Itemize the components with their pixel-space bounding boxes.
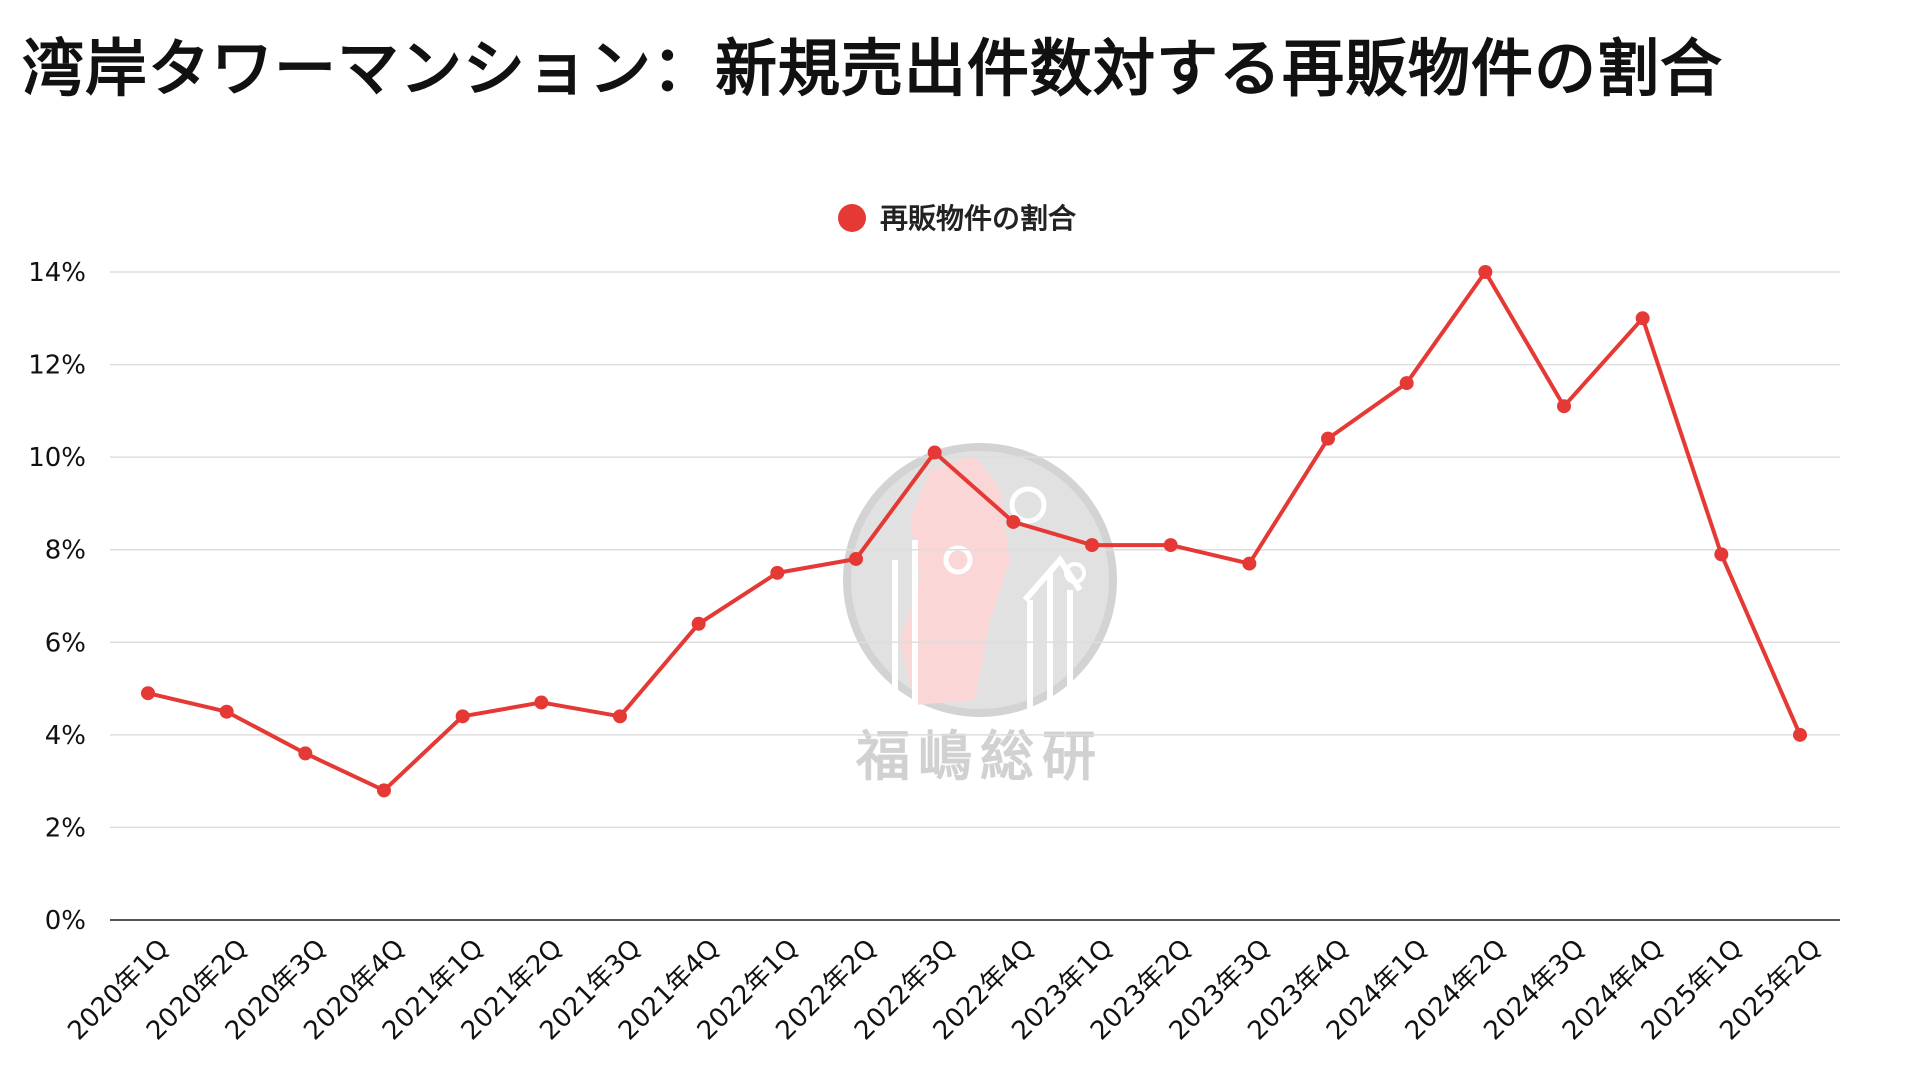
chart-title: 湾岸タワーマンション：新規売出件数対する再販物件の割合	[22, 32, 1724, 105]
grid-lines	[110, 271, 1840, 921]
series-line	[147, 270, 1802, 793]
data-point	[534, 695, 549, 710]
data-point	[141, 686, 155, 701]
data-point	[691, 616, 706, 631]
series-layer	[141, 265, 1807, 798]
y-tick-label: 4%	[45, 721, 86, 751]
building-gear-logo-icon	[843, 443, 1117, 717]
data-point	[927, 445, 942, 460]
y-tick-label: 2%	[45, 813, 86, 843]
data-point	[1557, 399, 1571, 414]
data-point	[1321, 431, 1335, 446]
y-tick-label: 0%	[45, 906, 86, 936]
data-point	[1006, 514, 1021, 529]
x-axis-ticks: 2020年1Q2020年2Q2020年3Q2020年4Q2021年1Q2021年…	[62, 934, 1827, 1047]
data-point	[770, 565, 785, 580]
y-tick-label: 12%	[28, 351, 86, 381]
data-point	[1163, 538, 1178, 553]
data-point	[298, 746, 313, 761]
data-point	[1085, 538, 1099, 553]
y-tick-label: 6%	[45, 628, 86, 658]
watermark: 福嶋総研	[843, 443, 1117, 788]
data-point	[1478, 265, 1493, 279]
y-tick-label: 14%	[28, 258, 86, 288]
data-point	[455, 709, 470, 724]
y-axis-ticks: 0% 2% 4% 6% 8% 10% 12% 14%	[28, 258, 86, 936]
data-point	[219, 704, 234, 719]
data-point	[1635, 311, 1650, 326]
data-point	[1242, 556, 1257, 571]
data-point	[1399, 376, 1414, 391]
legend-marker	[838, 204, 866, 232]
y-tick-label: 10%	[28, 443, 86, 473]
legend: 再販物件の割合	[838, 202, 1077, 235]
legend-label: 再販物件の割合	[880, 202, 1077, 235]
data-point	[1714, 547, 1729, 562]
data-point	[849, 551, 863, 566]
y-tick-label: 8%	[45, 536, 86, 566]
data-point	[613, 709, 627, 724]
data-point	[1793, 727, 1807, 742]
data-point	[377, 783, 391, 798]
